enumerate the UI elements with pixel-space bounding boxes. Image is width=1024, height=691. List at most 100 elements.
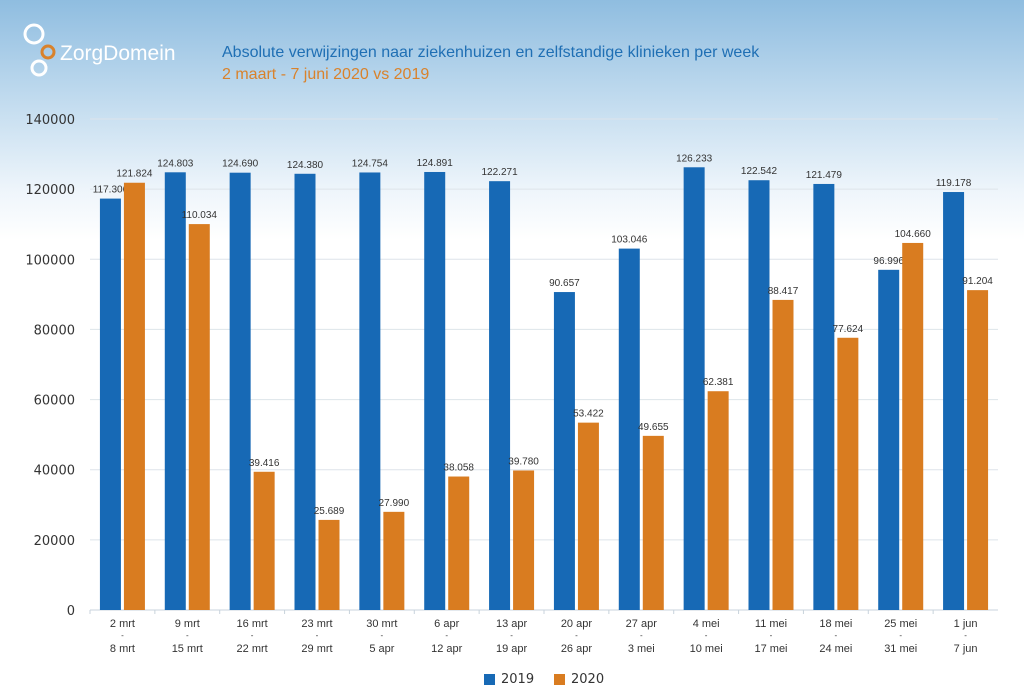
data-label-2019: 124.690 — [222, 159, 259, 170]
x-tick-dash: - — [186, 631, 189, 640]
bar-2020[interactable] — [642, 435, 664, 610]
x-tick-label: 16 mrt — [237, 618, 268, 630]
data-label-2019: 124.891 — [417, 158, 454, 169]
x-tick-label: 17 mei — [754, 643, 787, 655]
bar-2020[interactable] — [967, 290, 989, 610]
data-label-2020: 27.990 — [379, 498, 410, 509]
data-label-2019: 103.046 — [611, 235, 648, 246]
x-tick-dash: - — [575, 631, 578, 640]
x-tick-label: 6 apr — [434, 618, 459, 630]
bar-2019[interactable] — [878, 269, 900, 610]
data-label-2020: 49.655 — [638, 422, 669, 433]
x-tick-label: 8 mrt — [110, 643, 135, 655]
x-tick-dash: - — [770, 631, 773, 640]
bar-2019[interactable] — [748, 180, 770, 610]
data-label-2019: 117.306 — [93, 185, 129, 196]
data-label-2020: 110.034 — [182, 210, 218, 221]
x-tick-label: 3 mei — [628, 643, 655, 655]
bar-2020[interactable] — [513, 470, 535, 610]
x-tick-label: 26 apr — [561, 643, 593, 655]
bar-2020[interactable] — [383, 511, 405, 610]
legend-label-2020: 2020 — [571, 672, 605, 687]
x-tick-dash: - — [964, 631, 967, 640]
bar-2019[interactable] — [229, 172, 251, 611]
x-tick-dash: - — [705, 631, 708, 640]
x-tick-dash: - — [510, 631, 513, 640]
chart-title: Absolute verwijzingen naar ziekenhuizen … — [222, 44, 760, 61]
bar-2020[interactable] — [837, 337, 859, 610]
y-tick-label: 100000 — [25, 253, 75, 268]
bar-2019[interactable] — [489, 181, 511, 610]
bar-2019[interactable] — [618, 248, 640, 610]
data-label-2020: 88.417 — [768, 286, 799, 297]
bar-2020[interactable] — [707, 391, 729, 610]
bar-2020[interactable] — [902, 242, 924, 610]
data-label-2019: 126.233 — [676, 153, 713, 164]
bar-2019[interactable] — [359, 172, 381, 610]
x-tick-label: 29 mrt — [301, 643, 332, 655]
x-tick-label: 30 mrt — [366, 618, 397, 630]
data-label-2019: 124.380 — [287, 160, 324, 171]
y-tick-label: 80000 — [34, 323, 75, 338]
x-tick-label: 5 apr — [369, 643, 394, 655]
x-tick-dash: - — [251, 631, 254, 640]
y-tick-label: 60000 — [34, 394, 75, 409]
data-label-2020: 39.416 — [249, 458, 280, 469]
data-label-2020: 62.381 — [703, 377, 734, 388]
bar-2019[interactable] — [943, 192, 965, 610]
bar-2020[interactable] — [577, 422, 599, 610]
bar-2020[interactable] — [318, 519, 340, 610]
x-tick-label: 4 mei — [693, 618, 720, 630]
x-tick-label: 2 mrt — [110, 618, 135, 630]
bar-2019[interactable] — [164, 172, 186, 611]
data-label-2019: 90.657 — [549, 278, 580, 289]
bar-2019[interactable] — [553, 292, 575, 610]
legend-item-2020[interactable]: 2020 — [554, 672, 604, 687]
x-tick-dash: - — [835, 631, 838, 640]
x-tick-label: 13 apr — [496, 618, 528, 630]
legend-swatch-2020 — [554, 674, 565, 685]
y-tick-label: 20000 — [34, 534, 75, 549]
data-label-2019: 124.754 — [352, 158, 389, 169]
bar-2019[interactable] — [813, 183, 835, 610]
zorgdomein-logo-icon — [23, 23, 56, 77]
data-label-2020: 38.058 — [443, 463, 474, 474]
bar-2020[interactable] — [188, 224, 210, 611]
y-tick-label: 40000 — [34, 464, 75, 479]
data-label-2019: 124.803 — [157, 158, 194, 169]
data-label-2020: 91.204 — [962, 276, 993, 287]
data-label-2019: 96.996 — [873, 256, 904, 267]
x-tick-label: 20 apr — [561, 618, 593, 630]
x-tick-label: 10 mei — [690, 643, 723, 655]
data-label-2019: 119.178 — [936, 178, 972, 189]
x-tick-label: 24 mei — [819, 643, 852, 655]
y-tick-label: 0 — [67, 604, 75, 619]
bar-2019[interactable] — [683, 167, 705, 610]
bar-2019[interactable] — [99, 198, 121, 610]
x-tick-label: 15 mrt — [172, 643, 203, 655]
bar-2019[interactable] — [294, 173, 316, 611]
y-tick-label: 120000 — [25, 183, 75, 198]
data-label-2019: 122.271 — [481, 167, 518, 178]
x-tick-label: 31 mei — [884, 643, 917, 655]
x-tick-dash: - — [121, 631, 124, 640]
bar-2020[interactable] — [123, 182, 145, 610]
x-tick-dash: - — [640, 631, 643, 640]
x-tick-label: 23 mrt — [301, 618, 332, 630]
x-tick-label: 11 mei — [755, 618, 787, 630]
logo-text: ZorgDomein — [60, 42, 176, 65]
data-label-2020: 53.422 — [573, 409, 604, 420]
bar-2020[interactable] — [448, 476, 470, 610]
bar-2019[interactable] — [424, 171, 446, 610]
legend-item-2019[interactable]: 2019 — [484, 672, 534, 687]
x-tick-label: 19 apr — [496, 643, 528, 655]
x-tick-dash: - — [445, 631, 448, 640]
legend-swatch-2019 — [484, 674, 495, 685]
x-tick-label: 9 mrt — [175, 618, 200, 630]
bar-2020[interactable] — [772, 299, 794, 610]
chart-subtitle: 2 maart - 7 juni 2020 vs 2019 — [222, 66, 430, 83]
x-tick-label: 25 mei — [884, 618, 917, 630]
bar-2020[interactable] — [253, 471, 275, 610]
x-tick-label: 12 apr — [431, 643, 463, 655]
